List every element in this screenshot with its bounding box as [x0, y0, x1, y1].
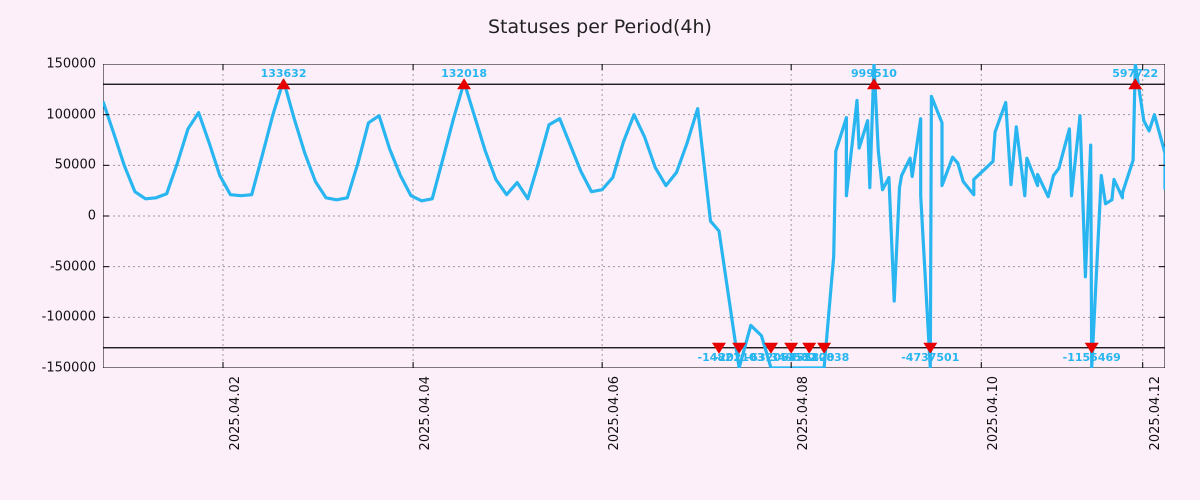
y-tick-label: -100000 — [41, 309, 96, 325]
annotation-label: -14821 — [697, 350, 741, 364]
chart-title: Statuses per Period(4h) — [488, 16, 712, 38]
annotation-label: -632065 — [745, 350, 797, 364]
data-series — [103, 64, 1165, 368]
x-tick-label: 2025.04.10 — [986, 376, 1002, 451]
annotation-label: -349582 — [765, 350, 817, 364]
annotation-label: -202103 — [713, 350, 765, 364]
x-tick-label: 2025.04.08 — [796, 376, 812, 451]
annotation-label: 132018 — [441, 67, 488, 81]
annotation-label: 597722 — [1112, 67, 1159, 81]
y-tick-label: 100000 — [46, 107, 96, 123]
annotation-label: -4737501 — [901, 350, 960, 364]
y-tick-label: 150000 — [46, 56, 96, 72]
annotation-label: -1155469 — [1062, 350, 1121, 364]
x-axis-tick-labels: 2025.04.02 2025.04.04 2025.04.06 2025.04.08… — [103, 376, 1165, 496]
gridlines — [103, 64, 1165, 368]
x-tick-label: 2025.04.06 — [607, 376, 623, 451]
clipped-value-markers — [276, 78, 1143, 354]
x-tick-label: 2025.04.02 — [228, 376, 243, 451]
y-axis-tick-labels: 150000 100000 50000 0 -50000 -100000 -150000 — [0, 57, 96, 376]
y-tick-label: -150000 — [41, 360, 96, 376]
y-tick-label: 0 — [87, 208, 96, 224]
x-tick-label: 2025.04.04 — [418, 376, 434, 451]
y-tick-label: 50000 — [54, 157, 96, 173]
axis-ticks — [103, 64, 1165, 368]
y-tick-label: -50000 — [49, 259, 96, 275]
annotation-label: 133632 — [260, 67, 307, 81]
plot-area — [103, 64, 1165, 368]
annotation-label: -455820 — [783, 350, 835, 364]
x-tick-label: 2025.04.12 — [1147, 376, 1163, 451]
chart-canvas — [103, 64, 1165, 368]
annotation-label: 999510 — [851, 67, 897, 81]
annotation-label: -210838 — [798, 350, 850, 364]
